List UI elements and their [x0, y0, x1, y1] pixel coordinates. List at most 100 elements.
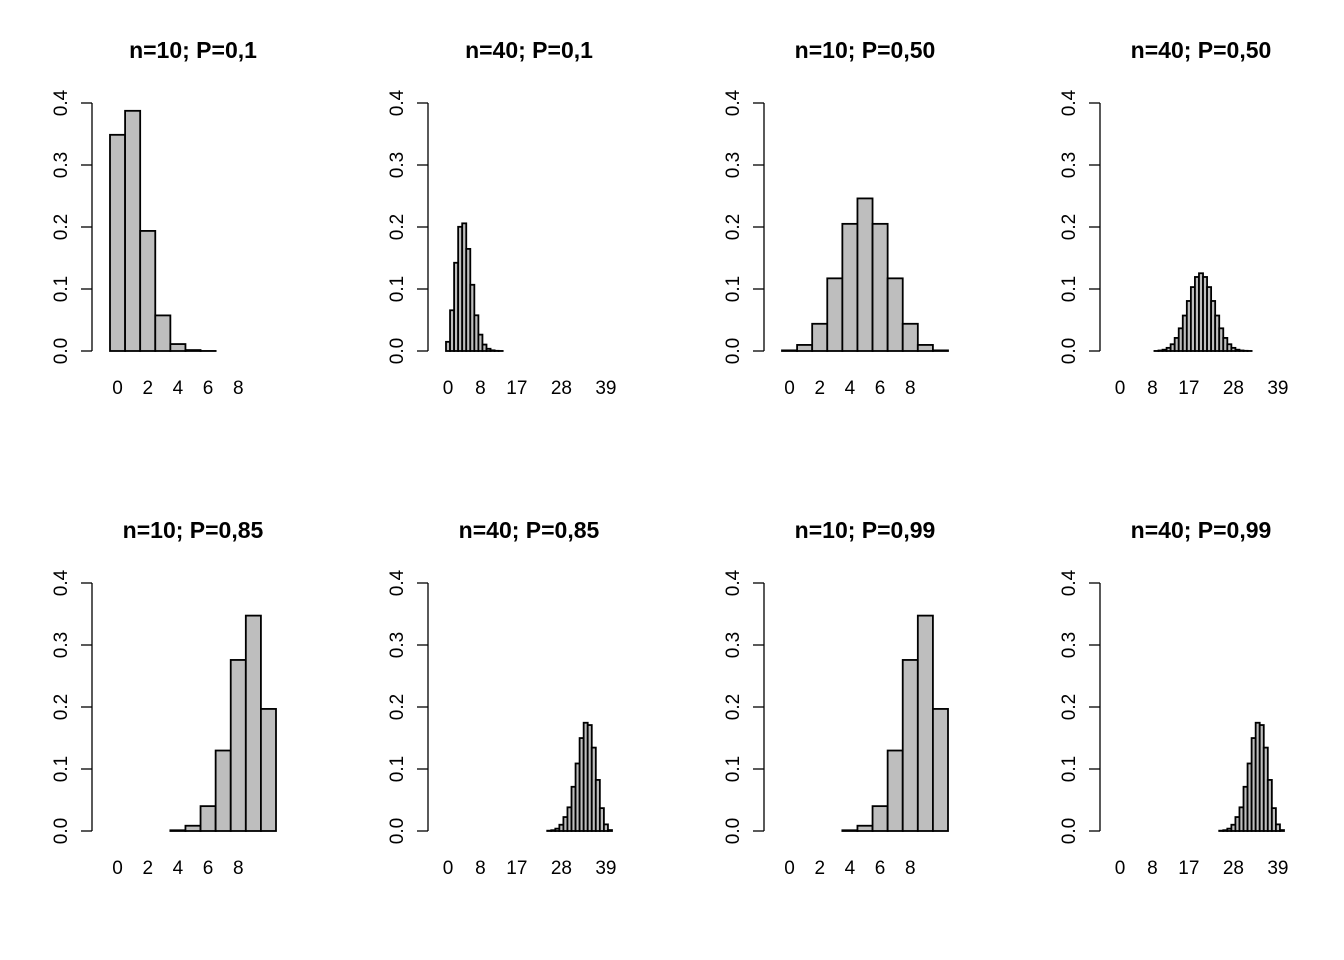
- y-tick-label: 0.4: [1059, 89, 1080, 116]
- bar-0: [109, 133, 126, 352]
- x-tick-label: 8: [475, 858, 486, 879]
- x-tick-label: 28: [551, 378, 572, 399]
- x-tick-label: 28: [551, 858, 572, 879]
- bar-40: [1279, 829, 1285, 832]
- y-tick-label: 0.3: [1059, 632, 1080, 658]
- bar-3: [154, 314, 172, 352]
- y-tick-label: 0.1: [51, 276, 72, 302]
- x-tick-label: 2: [814, 378, 825, 399]
- y-tick-label: 0.2: [51, 214, 72, 240]
- x-tick-label: 0: [1115, 378, 1126, 399]
- y-tick-label: 0.3: [387, 152, 408, 178]
- x-tick-label: 2: [142, 378, 153, 399]
- panel-title: n=40; P=0,1: [465, 37, 593, 63]
- x-tick-label: 0: [443, 378, 454, 399]
- y-tick-label: 0.4: [387, 89, 408, 116]
- bar-5: [184, 824, 202, 832]
- y-tick-label: 0.0: [387, 338, 408, 364]
- x-tick-label: 17: [1178, 378, 1199, 399]
- y-tick-label: 0.0: [723, 338, 744, 364]
- bar-4: [169, 343, 187, 352]
- bar-2: [139, 230, 157, 352]
- y-tick-label: 0.2: [1059, 694, 1080, 720]
- y-tick-label: 0.0: [387, 818, 408, 844]
- panel-title: n=10; P=0,85: [123, 517, 264, 543]
- y-tick-label: 0.1: [387, 276, 408, 302]
- chart-panel-1: n=10; P=0,1 0.0 0.1 0.2 0.3 0.4 0 2 4 6 8: [51, 37, 257, 399]
- chart-panel-7: n=10; P=0,99 0.0 0.1 0.2 0.3 0.4 0 2 4 6 8: [723, 517, 949, 879]
- y-tick-label: 0.2: [387, 694, 408, 720]
- x-tick-label: 6: [203, 858, 214, 879]
- bar-7: [214, 749, 232, 832]
- x-tick-label: 6: [203, 378, 214, 399]
- y-tick-label: 0.2: [723, 694, 744, 720]
- x-tick-label: 28: [1223, 378, 1244, 399]
- x-tick-label: 8: [233, 858, 244, 879]
- bar-9: [244, 614, 262, 832]
- bar-5: [184, 349, 202, 352]
- x-tick-label: 0: [112, 378, 123, 399]
- x-tick-label: 0: [112, 858, 123, 879]
- x-tick-label: 6: [875, 378, 886, 399]
- y-tick-label: 0.1: [1059, 756, 1080, 782]
- bar-10: [260, 708, 277, 832]
- y-tick-label: 0.1: [723, 276, 744, 302]
- y-tick-label: 0.3: [1059, 152, 1080, 178]
- chart-panel-5: n=10; P=0,85 0.0 0.1 0.2 0.3 0.4 0 2 4 6 8: [51, 517, 277, 879]
- bar-7: [886, 749, 904, 832]
- y-tick-label: 0.3: [51, 632, 72, 658]
- bar-1: [796, 344, 814, 352]
- y-tick-label: 0.4: [51, 89, 72, 116]
- x-tick-label: 4: [173, 378, 184, 399]
- x-tick-label: 28: [1223, 858, 1244, 879]
- x-tick-label: 4: [845, 858, 856, 879]
- y-tick-label: 0.0: [1059, 338, 1080, 364]
- x-tick-label: 0: [1115, 858, 1126, 879]
- bar-5: [856, 197, 874, 352]
- panel-title: n=40; P=0,85: [459, 517, 600, 543]
- bar-8: [901, 659, 919, 832]
- bar-6: [871, 222, 889, 352]
- y-tick-label: 0.4: [387, 569, 408, 596]
- x-tick-label: 2: [142, 858, 153, 879]
- x-tick-label: 8: [475, 378, 486, 399]
- x-tick-label: 6: [875, 858, 886, 879]
- bar-9: [481, 343, 488, 352]
- bar-6: [871, 805, 889, 832]
- y-tick-label: 0.3: [723, 632, 744, 658]
- bar-3: [826, 277, 844, 352]
- chart-panel-8: n=40; P=0,99 0.0 0.1 0.2 0.3 0.4 0 8 17 28 39: [1059, 517, 1288, 879]
- x-tick-label: 39: [595, 378, 616, 399]
- bar-39: [1275, 823, 1281, 832]
- x-tick-label: 8: [905, 378, 916, 399]
- y-tick-label: 0.1: [387, 756, 408, 782]
- chart-panel-3: n=10; P=0,50 0.0 0.1 0.2 0.3 0.4 0 2 4 6 8: [723, 37, 949, 399]
- panel-title: n=10; P=0,99: [795, 517, 936, 543]
- x-tick-label: 4: [845, 378, 856, 399]
- panel-title: n=40; P=0,50: [1131, 37, 1272, 63]
- x-tick-label: 4: [173, 858, 184, 879]
- y-tick-label: 0.0: [51, 818, 72, 844]
- bar-5: [856, 824, 874, 832]
- y-tick-label: 0.1: [723, 756, 744, 782]
- chart-panel-4: n=40; P=0,50 0.0 0.1 0.2 0.3 0.4 0 8 17 28 39: [1059, 37, 1288, 399]
- bar-37: [1266, 779, 1273, 832]
- bar-2: [811, 322, 829, 352]
- bar-4: [841, 222, 859, 352]
- bar-40: [607, 829, 613, 832]
- y-tick-label: 0.0: [723, 818, 744, 844]
- chart-panel-2: n=40; P=0,1 0.0 0.1 0.2 0.3 0.4 0 8 17 28 39: [387, 37, 616, 399]
- bar-9: [916, 344, 934, 352]
- y-tick-label: 0.4: [1059, 569, 1080, 596]
- y-tick-label: 0.2: [723, 214, 744, 240]
- bar-6: [199, 805, 217, 832]
- x-tick-label: 8: [1147, 378, 1158, 399]
- panel-title: n=40; P=0,99: [1131, 517, 1272, 543]
- y-tick-label: 0.2: [387, 214, 408, 240]
- bar-10: [932, 349, 949, 352]
- y-tick-label: 0.2: [1059, 214, 1080, 240]
- y-tick-label: 0.0: [51, 338, 72, 364]
- bar-0: [781, 349, 798, 352]
- y-tick-label: 0.4: [723, 569, 744, 596]
